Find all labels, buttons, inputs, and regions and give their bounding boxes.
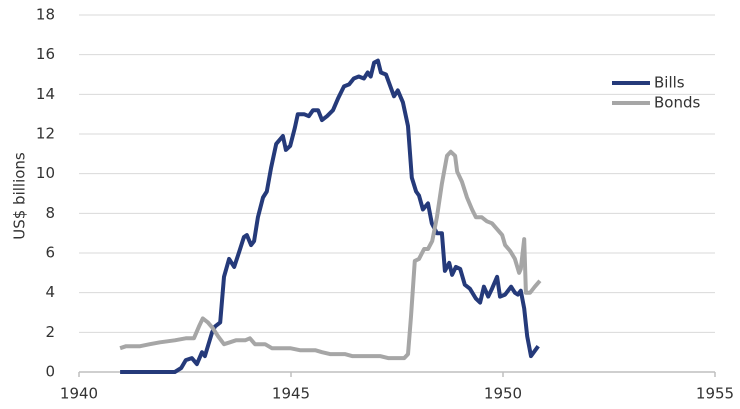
y-tick-label: 12 xyxy=(36,125,55,143)
line-series xyxy=(120,58,540,374)
y-tick-label: 4 xyxy=(45,283,55,301)
line-series xyxy=(119,149,542,361)
x-tick-label: 1945 xyxy=(272,385,310,403)
y-tick-label: 18 xyxy=(36,6,55,24)
y-axis-label: US$ billions xyxy=(11,152,29,240)
legend-label: Bonds xyxy=(654,94,700,112)
x-tick-label: 1940 xyxy=(60,385,98,403)
x-tick-label: 1950 xyxy=(484,385,522,403)
x-tick-label: 1955 xyxy=(696,385,734,403)
y-tick-label: 14 xyxy=(36,85,55,103)
legend-label: Bills xyxy=(654,74,685,92)
y-tick-label: 10 xyxy=(36,164,55,182)
y-tick-label: 2 xyxy=(45,323,55,341)
y-tick-label: 6 xyxy=(45,244,55,262)
y-tick-label: 16 xyxy=(36,45,55,63)
y-tick-label: 0 xyxy=(45,363,55,381)
y-tick-label: 8 xyxy=(45,204,55,222)
